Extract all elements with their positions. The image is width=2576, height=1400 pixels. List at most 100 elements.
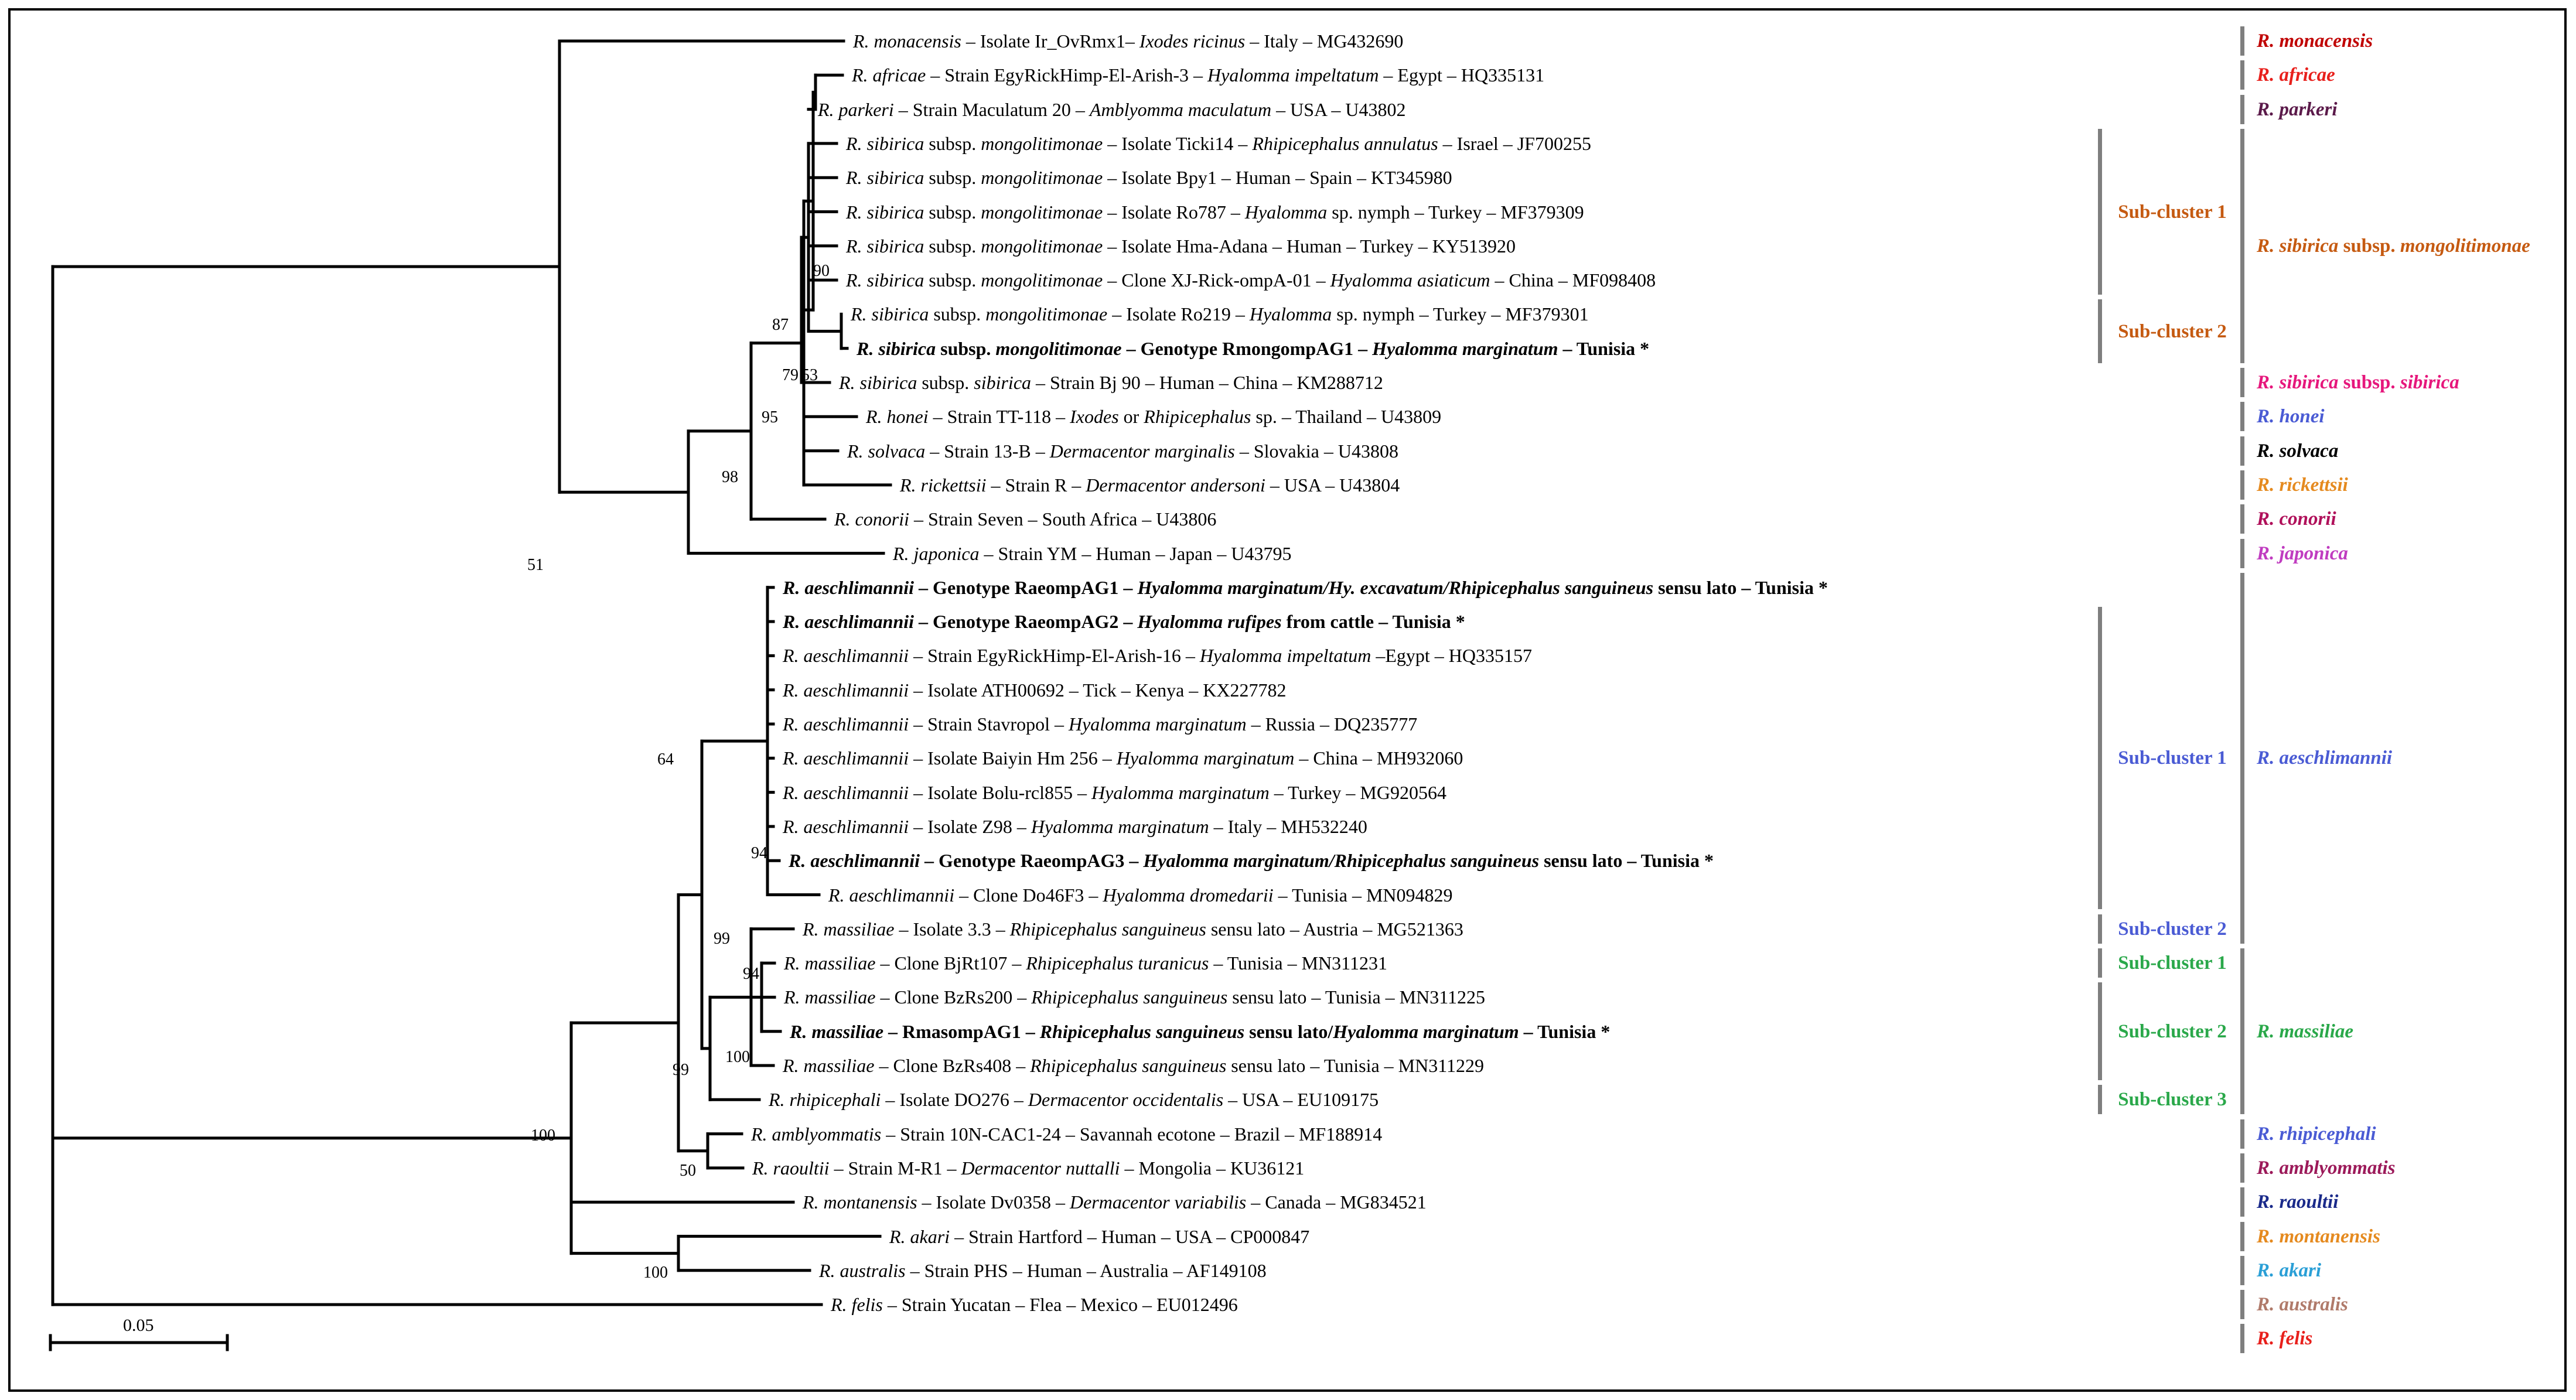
species-text: R. honei [2257,406,2325,428]
species-text: R. sibirica [2257,372,2339,393]
leaf-text: – Canada – MG834521 [1246,1191,1427,1213]
leaf-text: R. sibirica [846,269,924,291]
leaf-label-aes8: R. aeschlimannii – Isolate Z98 – Hyalomm… [783,815,1367,838]
bootstrap-b64: 64 [657,750,674,769]
leaf-text: Dermacentor nuttalli [961,1157,1120,1179]
species-bar-sp_parkeri [2240,94,2244,124]
sub-cluster-bar-sc_aes2 [2098,914,2102,944]
leaf-text: Hyalomma marginatum/Rhipicephalus sangui… [1143,850,1540,872]
species-label-sp_slovaca: R. solvaca [2257,439,2338,463]
leaf-text: Rhipicephalus turanicus [1026,952,1209,974]
leaf-text: R. aeschlimannii [783,576,915,598]
species-text: subsp. [2338,235,2400,257]
species-label-sp_monacensis: R. monacensis [2257,29,2373,53]
leaf-text: mongolitimonae [981,167,1103,189]
species-label-sp_australis: R. australis [2257,1293,2348,1316]
bootstrap-b95: 95 [762,408,778,426]
leaf-label-sib6: R. sibirica subsp. mongolitimonae – Isol… [851,302,1589,326]
leaf-text: R. aeschlimannii [783,747,909,769]
bootstrap-b90: 90 [813,262,830,280]
leaf-text: – Tunisia * [1558,337,1650,359]
leaf-text: Hyalomma marginatum [1031,815,1209,837]
leaf-text: R. honei [866,406,929,428]
leaf-text: – Strain Seven – South Africa – U43806 [909,508,1217,530]
sub-cluster-bar-sc_aes1 [2098,607,2102,910]
leaf-text: mongolitimonae [981,201,1103,223]
leaf-text: R. aeschlimannii [789,850,920,872]
sub-cluster-label-sc_aes2: Sub-cluster 2 [2118,918,2227,940]
leaf-text: – Isolate Z98 – [909,815,1031,837]
species-text: R. rhipicephali [2257,1123,2376,1145]
leaf-text: Hyalomma impeltatum [1207,64,1379,86]
leaf-text: subsp. [924,269,981,291]
leaf-text: R. sibirica [851,303,929,325]
species-label-sp_honei: R. honei [2257,405,2325,428]
leaf-text: R. monacensis [853,30,961,52]
species-bar-sp_japonica [2240,538,2244,568]
leaf-text: – Strain 13-B – [925,440,1050,462]
species-bar-sp_amblyommatis [2240,1153,2244,1183]
leaf-label-sib3: R. sibirica subsp. mongolitimonae – Isol… [846,200,1584,224]
leaf-text: Rhipicephalus sanguineus [1039,1020,1245,1042]
bootstrap-b99a: 99 [714,930,730,948]
sub-cluster-bar-sc_mas3 [2098,1085,2102,1115]
leaf-text: – Egypt – HQ335131 [1379,64,1545,86]
leaf-text: R. sibirica [846,132,924,154]
leaf-text: R. aeschlimannii [783,679,909,701]
species-label-sp_rickettsii: R. rickettsii [2257,473,2348,497]
species-text: R. montanensis [2257,1225,2380,1247]
leaf-text: – Isolate Bolu-rcl855 – [909,781,1092,803]
leaf-label-rickettsii: R. rickettsii – Strain R – Dermacentor a… [900,473,1400,497]
leaf-text: Hyalomma marginatum [1372,337,1558,359]
leaf-label-conorii: R. conorii – Strain Seven – South Africa… [834,507,1216,531]
leaf-text: Hyalomma asiaticum [1330,269,1490,291]
leaf-label-akari: R. akari – Strain Hartford – Human – USA… [889,1225,1309,1248]
bootstrap-b79: 79 [782,366,799,384]
species-bar-sp_sibirica [2240,368,2244,397]
species-label-sp_africae: R. africae [2257,63,2335,87]
leaf-text: Hyalomma [1244,201,1328,223]
leaf-text: Hyalomma marginatum [1116,747,1295,769]
leaf-text: – Isolate Dv0358 – [917,1191,1070,1213]
leaf-text: R. rickettsii [900,474,987,496]
leaf-text: mongolitimonae [995,337,1122,359]
species-label-sp_felis: R. felis [2257,1327,2312,1350]
leaf-label-mas4: R. massiliae – RmasompAG1 – Rhipicephalu… [790,1020,1610,1043]
leaf-text: – Clone BzRs200 – [875,986,1032,1008]
leaf-text: R. raoultii [752,1157,830,1179]
leaf-text: subsp. [917,372,974,393]
species-text: R. rickettsii [2257,474,2348,496]
species-label-sp_raoultii: R. raoultii [2257,1190,2338,1214]
species-text: R. amblyommatis [2257,1157,2396,1179]
leaf-text: – Tunisia – MN094829 [1273,884,1453,906]
leaf-text: sensu lato – Tunisia – MN311225 [1227,986,1486,1008]
leaf-text: – Mongolia – KU36121 [1120,1157,1305,1179]
scale-bar-label: 0.05 [123,1316,154,1335]
leaf-text: Ixodes ricinus [1139,30,1246,52]
leaf-text: sensu lato – Tunisia * [1653,576,1828,598]
leaf-text: R. montanensis [803,1191,917,1213]
leaf-text: sensu lato – Tunisia – MN311229 [1226,1055,1485,1076]
species-text: R. conorii [2257,508,2336,530]
species-text: R. africae [2257,64,2335,86]
leaf-label-aes2: R. aeschlimannii – Genotype RaeompAG2 – … [783,610,1465,633]
species-label-sp_conorii: R. conorii [2257,507,2336,531]
species-label-sp_rhipicephali: R. rhipicephali [2257,1122,2376,1146]
leaf-text: – Strain TT-118 – [928,406,1070,428]
leaf-text: R. massiliae [784,986,876,1008]
sub-cluster-label-sc_aes1: Sub-cluster 1 [2118,747,2227,769]
leaf-text: sibirica [974,372,1032,393]
leaf-label-aes10: R. aeschlimannii – Clone Do46F3 – Hyalom… [828,883,1453,907]
leaf-label-sib2: R. sibirica subsp. mongolitimonae – Isol… [846,166,1452,189]
leaf-text: – Isolate 3.3 – [894,918,1010,940]
leaf-label-aes5: R. aeschlimannii – Strain Stavropol – Hy… [783,712,1417,736]
species-label-sp_parkeri: R. parkeri [2257,98,2338,121]
leaf-text: R. aeschlimannii [783,611,915,633]
leaf-text: – USA – U43802 [1271,98,1406,120]
species-text: R. japonica [2257,542,2348,564]
leaf-label-mas3: R. massiliae – Clone BzRs200 – Rhipiceph… [784,985,1485,1009]
species-text: R. parkeri [2257,98,2338,120]
leaf-text: R. sibirica [846,201,924,223]
species-label-sp_japonica: R. japonica [2257,542,2348,565]
leaf-text: R. massiliae [803,918,895,940]
